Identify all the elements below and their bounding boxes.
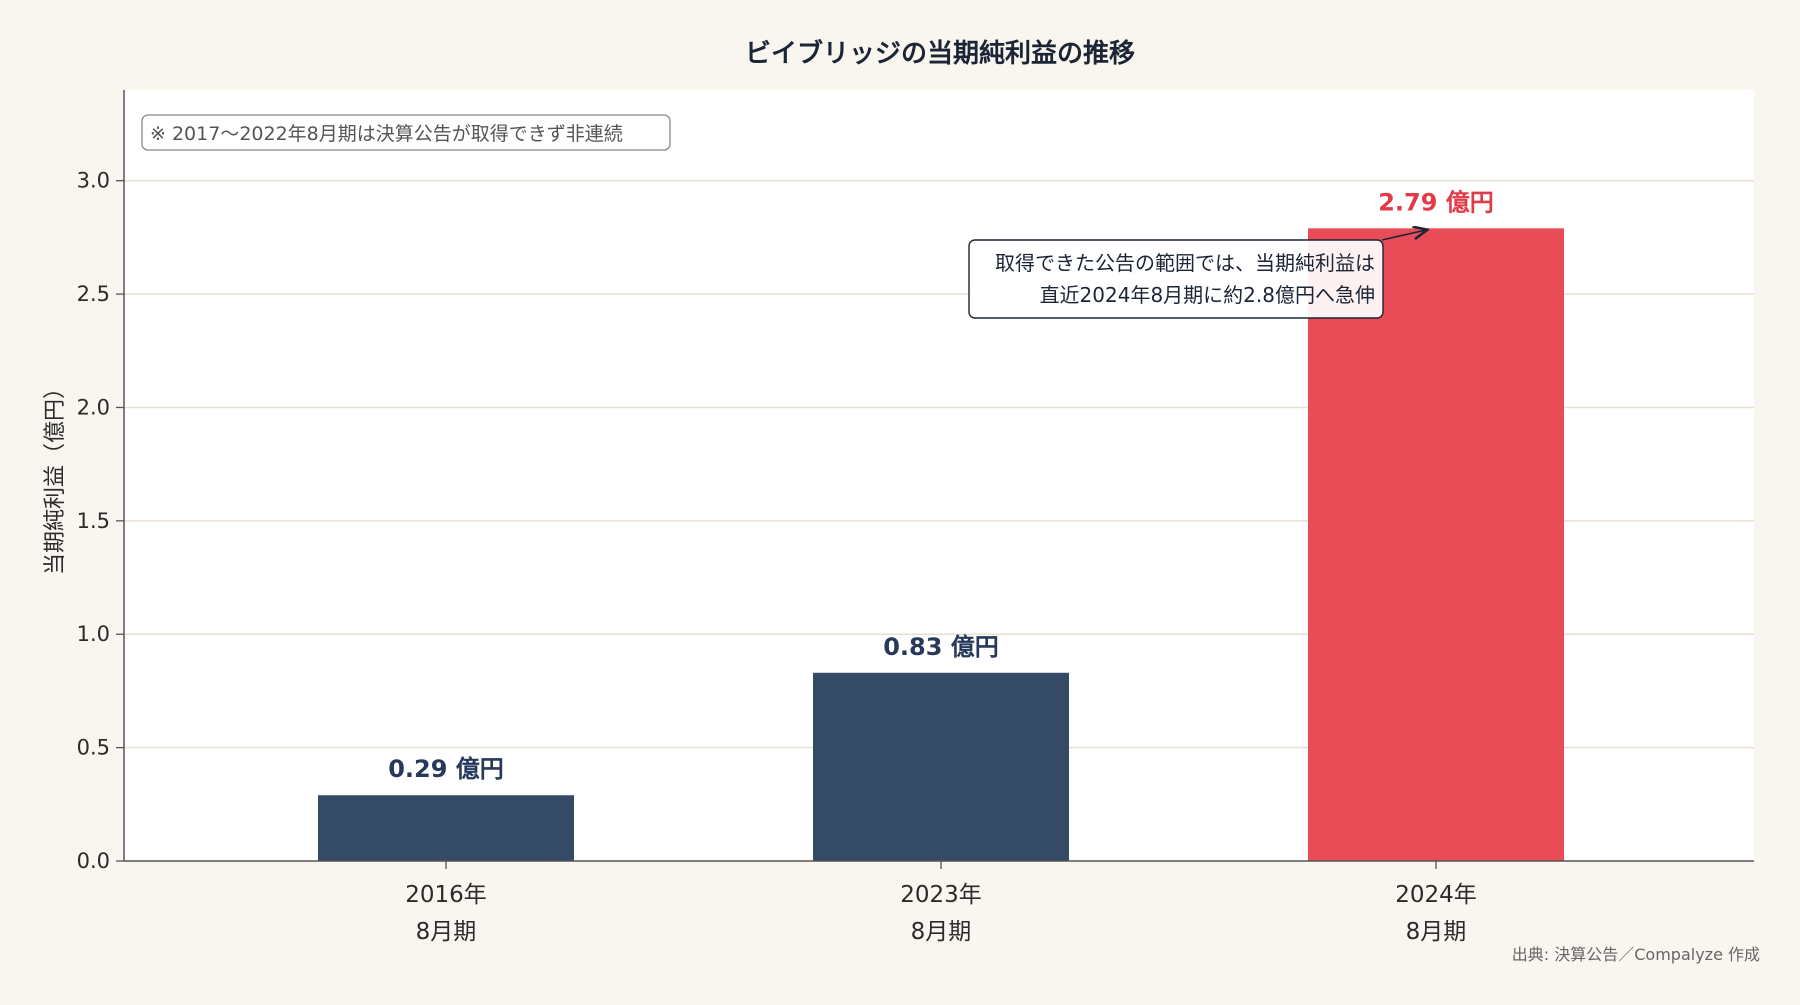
source-text: 出典: 決算公告／Compalyze 作成: [1512, 945, 1760, 964]
annotation-arrow: [1381, 230, 1426, 241]
x-tick-label-period: 8月期: [1406, 919, 1467, 945]
note-box: [141, 114, 671, 151]
x-tick-label-period: 8月期: [911, 919, 972, 945]
annotation-line-1: 取得できた公告の範囲では、当期純利益は: [995, 251, 1375, 275]
annotation-box: [968, 239, 1384, 319]
bars: [318, 228, 1564, 861]
y-tick-label: 3.0: [77, 169, 110, 193]
value-label: 0.83 億円: [883, 633, 999, 661]
bar: [813, 672, 1069, 861]
value-labels: 0.29 億円 0.83 億円 2.79 億円: [388, 188, 1494, 783]
chart-title: ビイブリッジの当期純利益の推移: [745, 38, 1135, 69]
value-label: 2.79 億円: [1378, 188, 1494, 216]
x-tick-label-year: 2023年: [900, 882, 982, 908]
x-tick-labels: 2016年 8月期 2023年 8月期 2024年 8月期: [405, 861, 1477, 945]
note-text: ※ 2017〜2022年8月期は決算公告が取得できず非連続: [150, 123, 623, 145]
gridlines: [124, 179, 1754, 749]
x-tick-label-period: 8月期: [416, 919, 477, 945]
value-label: 0.29 億円: [388, 755, 504, 783]
y-tick-label: 1.5: [77, 509, 110, 533]
y-tick-label: 0.5: [77, 736, 110, 760]
y-tick-label: 0.0: [77, 849, 110, 873]
y-axis-label: 当期純利益（億円）: [43, 377, 68, 575]
y-tick-label: 2.5: [77, 282, 110, 306]
y-tick-labels: 0.0 0.5 1.0 1.5 2.0 2.5 3.0: [77, 169, 124, 873]
annotation-line-2: 直近2024年8月期に約2.8億円へ急伸: [1040, 283, 1375, 307]
bar: [318, 795, 574, 861]
x-tick-label-year: 2024年: [1395, 882, 1477, 908]
y-tick-label: 2.0: [77, 395, 110, 419]
bar: [1308, 228, 1564, 861]
x-tick-label-year: 2016年: [405, 882, 487, 908]
y-tick-label: 1.0: [77, 622, 110, 646]
